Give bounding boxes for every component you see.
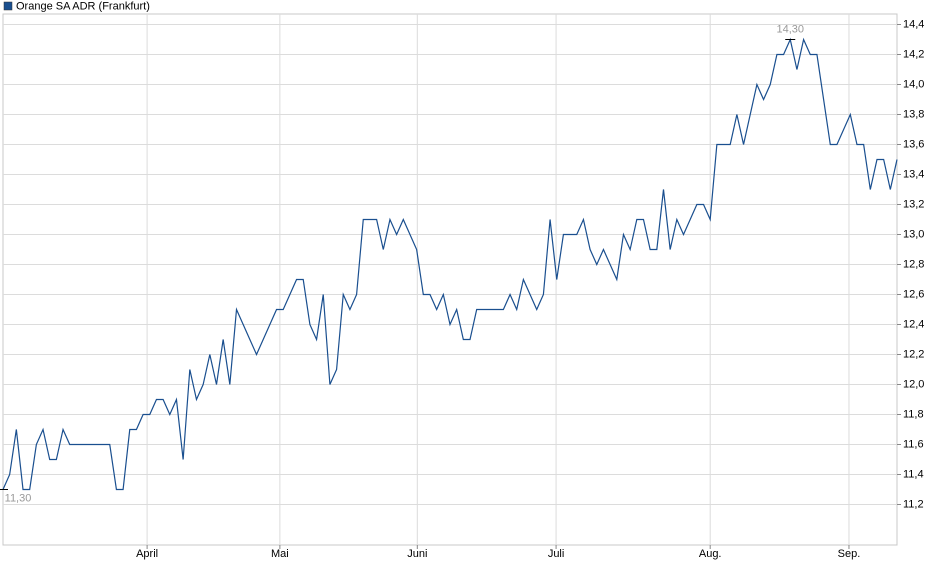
x-tick-label: Juni — [407, 548, 427, 560]
x-tick-label: April — [136, 548, 158, 560]
plot-area — [2, 13, 898, 546]
y-tick-label: 13,8 — [903, 108, 924, 120]
y-tick-label: 11,4 — [903, 468, 924, 480]
legend-label: Orange SA ADR (Frankfurt) — [16, 0, 150, 12]
x-tick-label: Sep. — [838, 548, 861, 560]
y-tick-label: 11,8 — [903, 408, 924, 420]
y-tick-label: 13,0 — [903, 228, 924, 240]
annotation-label: 14,30 — [776, 23, 804, 35]
y-tick-label: 14,0 — [903, 78, 924, 90]
y-tick-label: 12,2 — [903, 348, 924, 360]
y-tick-label: 11,6 — [903, 438, 924, 450]
y-tick-label: 12,6 — [903, 288, 924, 300]
x-tick-label: Juli — [548, 548, 565, 560]
price-line — [2, 37, 898, 491]
y-tick-label: 12,8 — [903, 258, 924, 270]
y-tick-label: 13,6 — [903, 138, 924, 150]
y-tick-label: 11,2 — [903, 498, 924, 510]
annotation-label: 11,30 — [5, 492, 32, 504]
y-tick-label: 14,2 — [903, 48, 924, 60]
x-tick-label: Aug. — [699, 548, 722, 560]
y-tick-label: 14,4 — [903, 18, 924, 30]
legend-swatch — [3, 1, 13, 11]
y-tick-label: 13,2 — [903, 198, 924, 210]
y-tick-label: 12,4 — [903, 318, 924, 330]
y-tick-label: 12,0 — [903, 378, 924, 390]
x-tick-label: Mai — [271, 548, 289, 560]
y-tick-label: 13,4 — [903, 168, 924, 180]
